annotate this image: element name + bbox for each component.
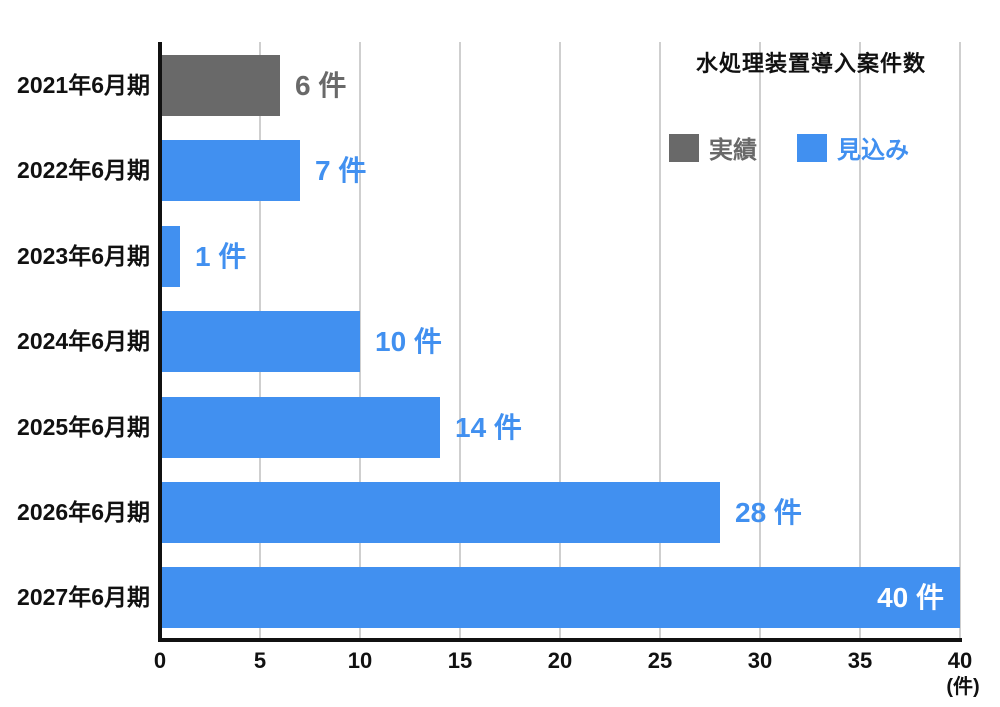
- x-tick-15: 15: [447, 648, 473, 673]
- gridline-x-30: [759, 42, 761, 638]
- bar-2025年6月期: [162, 397, 440, 458]
- legend-label: 見込み: [837, 137, 909, 164]
- x-tick-5: 5: [253, 648, 267, 673]
- chart-title: 水処理装置導入案件数: [695, 51, 926, 76]
- value-label: 1 件: [195, 241, 247, 272]
- value-label: 7 件: [315, 155, 367, 186]
- bar-2027年6月期: [162, 567, 960, 628]
- x-axis-unit-label: (件): [946, 676, 980, 698]
- legend-label: 実績: [709, 137, 757, 164]
- legend-item-見込み: 見込み: [797, 130, 909, 165]
- legend-item-実績: 実績: [669, 130, 757, 165]
- value-label: 40 件: [877, 582, 944, 613]
- x-tick-35: 35: [847, 648, 873, 673]
- legend: 実績 見込み: [669, 130, 909, 165]
- category-label: 2024年6月期: [17, 328, 150, 354]
- gridline-x-20: [559, 42, 561, 638]
- legend-swatch-icon: [797, 133, 827, 162]
- category-label: 2022年6月期: [17, 157, 150, 183]
- y-axis-line: [158, 42, 162, 642]
- category-label: 2025年6月期: [17, 414, 150, 440]
- x-tick-40: 40: [947, 648, 973, 673]
- x-tick-20: 20: [547, 648, 573, 673]
- bar-2026年6月期: [162, 482, 720, 543]
- value-label: 28 件: [735, 497, 802, 528]
- gridline-x-35: [859, 42, 861, 638]
- gridline-x-10: [359, 42, 361, 638]
- x-axis-line: [158, 638, 962, 642]
- gridline-x-25: [659, 42, 661, 638]
- category-label: 2023年6月期: [17, 243, 150, 269]
- category-label: 2026年6月期: [17, 499, 150, 525]
- value-label: 6 件: [295, 70, 347, 101]
- category-label: 2027年6月期: [17, 584, 150, 610]
- x-tick-10: 10: [347, 648, 373, 673]
- bar-2022年6月期: [162, 140, 300, 201]
- value-label: 10 件: [375, 326, 442, 357]
- legend-swatch-icon: [669, 133, 699, 162]
- gridline-x-40: [959, 42, 961, 638]
- gridline-x-15: [459, 42, 461, 638]
- x-tick-0: 0: [153, 648, 167, 673]
- bar-2023年6月期: [162, 226, 180, 287]
- category-label: 2021年6月期: [17, 72, 150, 98]
- bar-2021年6月期: [162, 55, 280, 116]
- value-label: 14 件: [455, 412, 522, 443]
- bar-2024年6月期: [162, 311, 360, 372]
- x-tick-25: 25: [647, 648, 673, 673]
- x-tick-30: 30: [747, 648, 773, 673]
